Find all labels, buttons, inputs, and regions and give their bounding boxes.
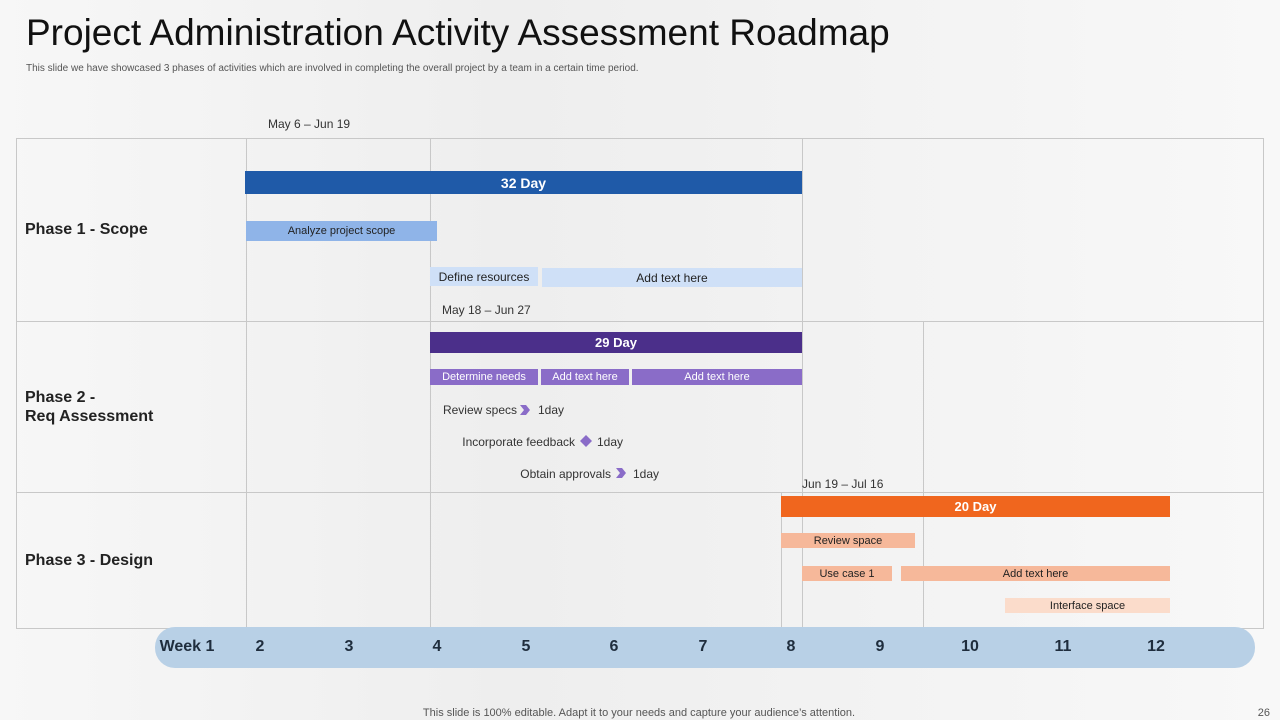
week-label: 2 bbox=[255, 638, 265, 655]
task-bar: Interface space bbox=[1005, 598, 1170, 613]
grid-line bbox=[923, 321, 924, 628]
task-bar: Review space bbox=[781, 533, 915, 548]
week-label: 10 bbox=[961, 638, 979, 655]
week-label: 7 bbox=[698, 638, 708, 655]
task-bar: Add text here bbox=[541, 369, 629, 385]
phase-label: Req Assessment bbox=[25, 408, 154, 425]
milestone-duration: 1day bbox=[633, 467, 660, 481]
phase-label: Phase 2 - bbox=[25, 389, 96, 406]
subtitle: This slide we have showcased 3 phases of… bbox=[26, 63, 639, 74]
grid-line bbox=[781, 492, 782, 628]
phase-label: Phase 1 - Scope bbox=[25, 221, 148, 238]
duration-bar: 29 Day bbox=[430, 332, 802, 353]
duration-bar: 20 Day bbox=[781, 496, 1170, 517]
milestone-duration: 1day bbox=[538, 403, 565, 417]
task-bar: Determine needs bbox=[430, 369, 538, 385]
title: Project Administration Activity Assessme… bbox=[26, 12, 890, 53]
week-label: 4 bbox=[432, 638, 442, 655]
week-label: 12 bbox=[1147, 638, 1165, 655]
task-bar: Add text here bbox=[542, 268, 802, 287]
task-bar: Add text here bbox=[632, 369, 802, 385]
milestone-duration: 1day bbox=[597, 435, 624, 449]
date-range: May 6 – Jun 19 bbox=[268, 117, 351, 131]
week-label: 9 bbox=[875, 638, 885, 655]
date-range: May 18 – Jun 27 bbox=[442, 303, 531, 317]
week-label: 5 bbox=[521, 638, 531, 655]
milestone-label: Incorporate feedback bbox=[462, 435, 575, 449]
milestone-icon bbox=[520, 405, 530, 415]
week-label: 11 bbox=[1054, 638, 1072, 655]
milestone-icon bbox=[580, 435, 592, 447]
duration-bar: 32 Day bbox=[245, 171, 802, 194]
week-label: Week 1 bbox=[159, 638, 215, 655]
grid-line bbox=[246, 138, 247, 628]
milestone-icon bbox=[616, 468, 626, 478]
week-label: 3 bbox=[344, 638, 354, 655]
grid-line bbox=[802, 138, 803, 628]
footer-note: This slide is 100% editable. Adapt it to… bbox=[422, 707, 856, 719]
page-number: 26 bbox=[1257, 707, 1270, 719]
date-range: Jun 19 – Jul 16 bbox=[802, 477, 884, 491]
week-label: 6 bbox=[609, 638, 619, 655]
milestone-label: Review specs bbox=[442, 403, 517, 417]
grid-line bbox=[16, 321, 1263, 322]
task-bar: Use case 1 bbox=[802, 566, 892, 581]
grid-line bbox=[16, 492, 1263, 493]
week-label: 8 bbox=[786, 638, 796, 655]
task-bar: Analyze project scope bbox=[246, 221, 437, 241]
task-bar: Add text here bbox=[901, 566, 1170, 581]
task-bar: Define resources bbox=[430, 267, 538, 286]
phase-label: Phase 3 - Design bbox=[25, 552, 154, 569]
timeline-bar bbox=[155, 627, 1255, 668]
milestone-label: Obtain approvals bbox=[520, 467, 611, 481]
